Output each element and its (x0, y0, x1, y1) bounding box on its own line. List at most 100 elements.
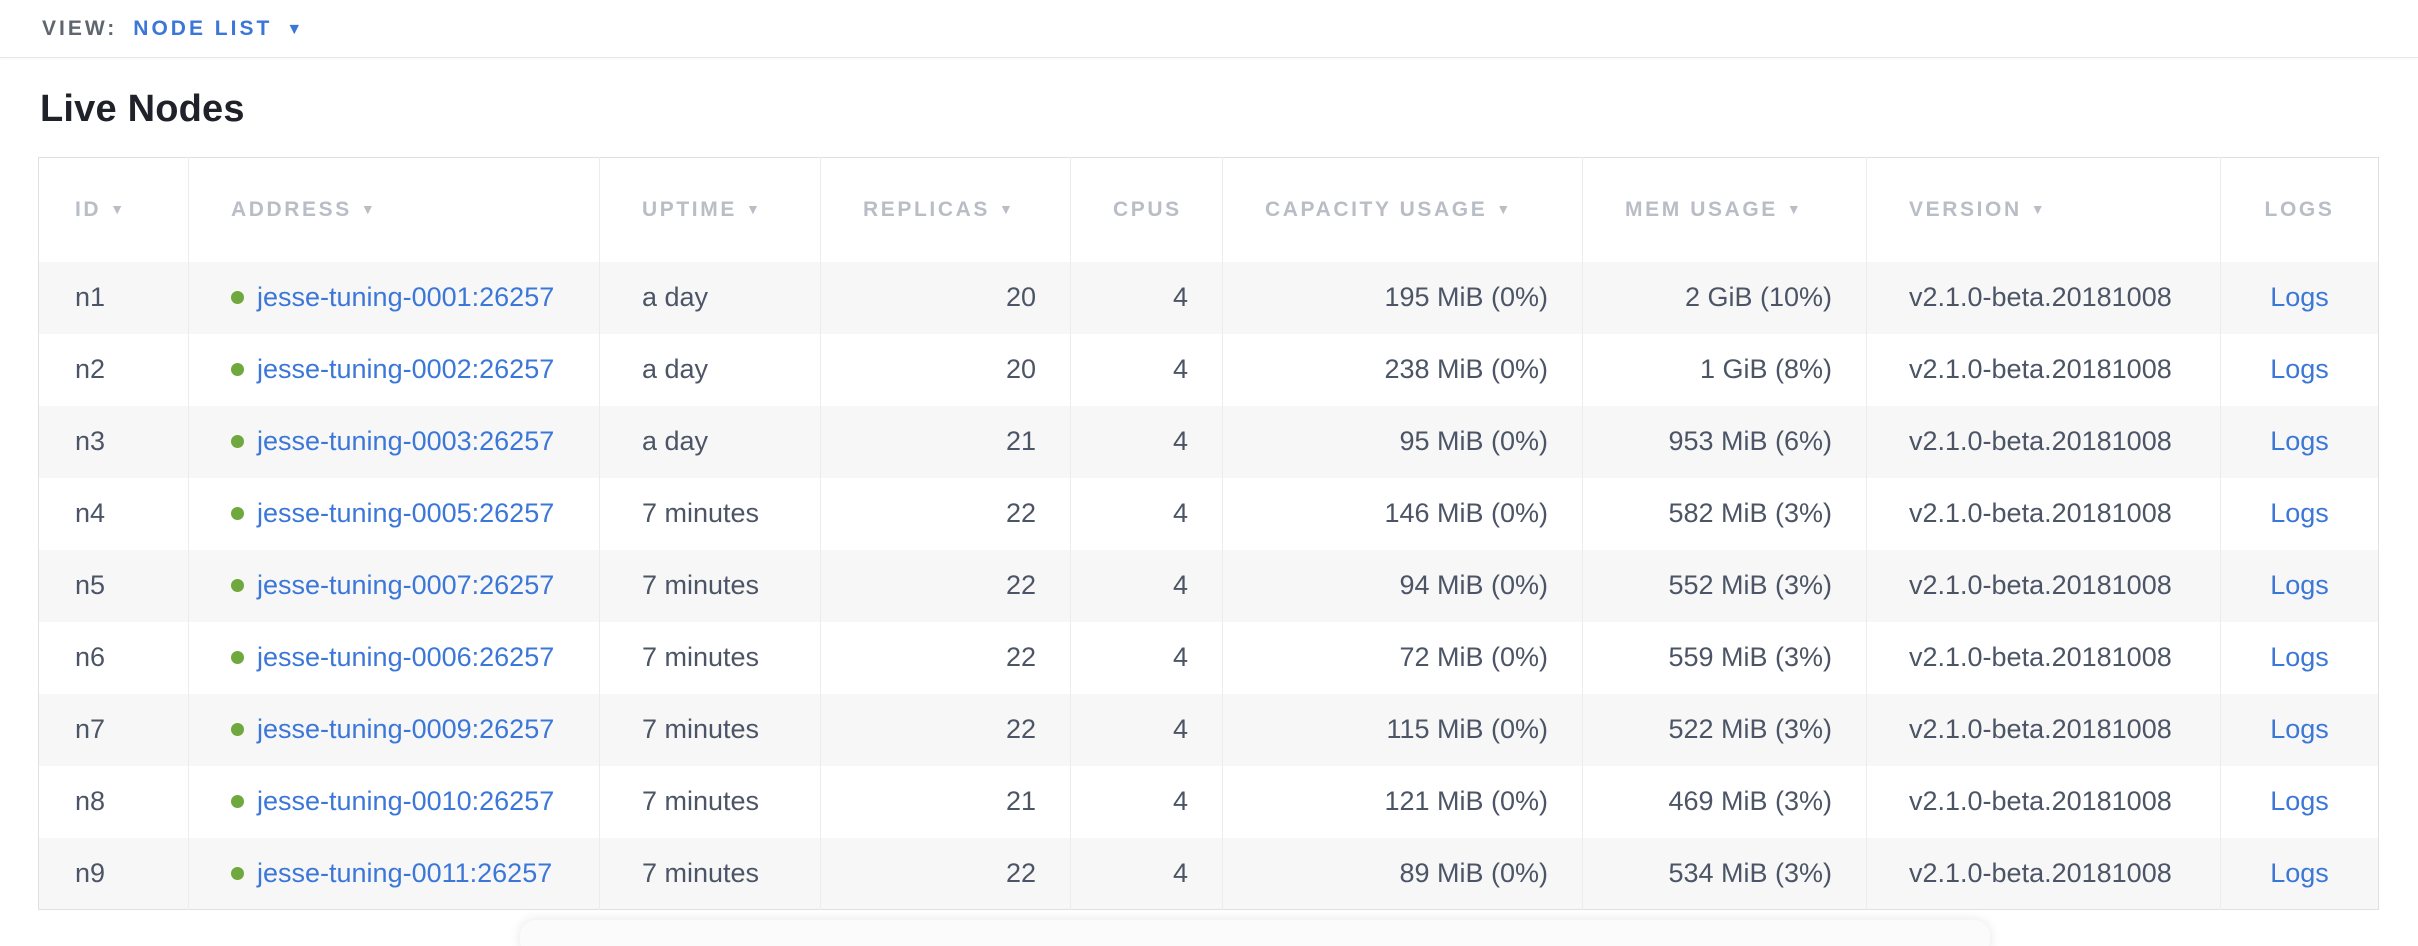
node-version-cell: v2.1.0-beta.20181008 (1866, 261, 2221, 334)
node-mem-usage-cell: 534 MiB (3%) (1582, 837, 1867, 910)
node-status-icon (231, 579, 244, 592)
column-header-replicas[interactable]: REPLICAS ▼ (820, 157, 1071, 262)
node-address-link[interactable]: jesse-tuning-0007:26257 (257, 570, 555, 600)
node-uptime-cell: a day (599, 333, 821, 406)
node-logs-cell: Logs (2220, 621, 2379, 694)
node-id-cell: n2 (75, 354, 106, 384)
selected-view-label: NODE LIST (133, 16, 273, 40)
column-header-mem-usage[interactable]: MEM USAGE ▼ (1582, 157, 1867, 262)
node-version-cell: v2.1.0-beta.20181008 (1866, 333, 2221, 406)
node-logs-link[interactable]: Logs (2270, 498, 2329, 528)
node-capacity-usage-cell: 94 MiB (0%) (1222, 549, 1583, 622)
node-replicas-cell: 20 (820, 333, 1071, 406)
node-cpus-cell: 4 (1070, 837, 1223, 910)
node-address-link[interactable]: jesse-tuning-0006:26257 (257, 642, 555, 672)
column-header-id[interactable]: ID ▼ (38, 157, 189, 262)
table-row: n3 jesse-tuning-0003:26257 a day 21 4 95… (38, 405, 2379, 478)
sort-desc-icon: ▼ (745, 200, 763, 217)
node-address-cell: jesse-tuning-0007:26257 (188, 549, 600, 622)
table-row: n7 jesse-tuning-0009:26257 7 minutes 22 … (38, 693, 2379, 766)
node-address-link[interactable]: jesse-tuning-0011:26257 (257, 857, 553, 888)
node-address-link[interactable]: jesse-tuning-0002:26257 (257, 354, 555, 384)
view-selector-dropdown[interactable]: NODE LIST ▼ (133, 17, 302, 41)
table-row: n9 jesse-tuning-0011:26257 7 minutes 22 … (38, 837, 2379, 910)
node-uptime-cell: 7 minutes (599, 477, 821, 550)
node-address-cell: jesse-tuning-0001:26257 (188, 261, 600, 334)
node-address-cell: jesse-tuning-0009:26257 (188, 693, 600, 766)
node-logs-link[interactable]: Logs (2270, 786, 2329, 816)
node-address-link[interactable]: jesse-tuning-0001:26257 (257, 282, 555, 312)
table-row: n4 jesse-tuning-0005:26257 7 minutes 22 … (38, 477, 2379, 550)
node-logs-link[interactable]: Logs (2270, 426, 2329, 456)
sort-desc-icon: ▼ (998, 200, 1016, 217)
node-mem-usage-cell: 1 GiB (8%) (1582, 333, 1867, 406)
node-version-cell: v2.1.0-beta.20181008 (1866, 405, 2221, 478)
node-id-cell: n1 (75, 282, 106, 312)
node-status-icon (231, 435, 244, 448)
node-uptime-cell: a day (599, 405, 821, 478)
node-status-icon (231, 651, 244, 664)
node-uptime-cell: 7 minutes (599, 621, 821, 694)
node-logs-cell: Logs (2220, 333, 2379, 406)
node-capacity-usage-cell: 115 MiB (0%) (1222, 693, 1583, 766)
node-uptime-cell: 7 minutes (599, 765, 821, 838)
node-uptime-cell: 7 minutes (599, 837, 821, 910)
live-nodes-table-wrap: ID ▼ ADDRESS ▼ UPTIME ▼ REPLICAS ▼ CPUS CAPA… (0, 157, 2418, 910)
table-row: n1 jesse-tuning-0001:26257 a day 20 4 19… (38, 261, 2379, 334)
node-logs-link[interactable]: Logs (2270, 714, 2329, 744)
node-logs-cell: Logs (2220, 405, 2379, 478)
node-cpus-cell: 4 (1070, 477, 1223, 550)
column-header-version[interactable]: VERSION ▼ (1866, 157, 2221, 262)
node-cpus-cell: 4 (1070, 405, 1223, 478)
node-address-cell: jesse-tuning-0006:26257 (188, 621, 600, 694)
node-version-cell: v2.1.0-beta.20181008 (1866, 765, 2221, 838)
node-address-link[interactable]: jesse-tuning-0010:26257 (257, 786, 555, 816)
node-logs-link[interactable]: Logs (2270, 570, 2329, 600)
node-logs-link[interactable]: Logs (2270, 642, 2329, 672)
sort-desc-icon: ▼ (1496, 200, 1513, 217)
node-id-cell: n7 (75, 714, 106, 744)
node-replicas-cell: 22 (820, 693, 1071, 766)
column-header-capacity-usage[interactable]: CAPACITY USAGE ▼ (1222, 157, 1583, 262)
node-status-icon (231, 723, 244, 736)
node-status-icon (231, 363, 244, 376)
node-capacity-usage-cell: 121 MiB (0%) (1222, 765, 1583, 838)
node-cpus-cell: 4 (1070, 621, 1223, 694)
node-uptime-cell: a day (599, 261, 821, 334)
table-row: n2 jesse-tuning-0002:26257 a day 20 4 23… (38, 333, 2379, 406)
node-address-cell: jesse-tuning-0003:26257 (188, 405, 600, 478)
node-address-cell: jesse-tuning-0005:26257 (188, 477, 600, 550)
column-header-address[interactable]: ADDRESS ▼ (188, 157, 600, 262)
node-logs-cell: Logs (2220, 477, 2379, 550)
node-logs-cell: Logs (2220, 549, 2379, 622)
node-id-cell: n6 (75, 642, 106, 672)
node-uptime-cell: 7 minutes (599, 549, 821, 622)
node-mem-usage-cell: 559 MiB (3%) (1582, 621, 1867, 694)
view-bar: VIEW: NODE LIST ▼ (0, 0, 2418, 58)
node-address-link[interactable]: jesse-tuning-0005:26257 (257, 498, 555, 528)
column-header-uptime[interactable]: UPTIME ▼ (599, 157, 821, 262)
node-logs-link[interactable]: Logs (2270, 282, 2329, 312)
sort-desc-icon: ▼ (110, 200, 127, 217)
node-capacity-usage-cell: 238 MiB (0%) (1222, 333, 1583, 406)
node-id-cell: n4 (75, 498, 106, 528)
node-mem-usage-cell: 2 GiB (10%) (1582, 261, 1867, 334)
node-replicas-cell: 22 (820, 477, 1071, 550)
node-address-link[interactable]: jesse-tuning-0003:26257 (257, 426, 555, 456)
column-header-cpus: CPUS (1070, 157, 1223, 262)
table-row: n6 jesse-tuning-0006:26257 7 minutes 22 … (38, 621, 2379, 694)
node-cpus-cell: 4 (1070, 765, 1223, 838)
bottom-panel-shadow (520, 920, 1990, 946)
node-replicas-cell: 22 (820, 837, 1071, 910)
node-logs-link[interactable]: Logs (2270, 857, 2329, 888)
table-header-row: ID ▼ ADDRESS ▼ UPTIME ▼ REPLICAS ▼ CPUS CAPA… (38, 157, 2379, 262)
node-logs-cell: Logs (2220, 765, 2379, 838)
node-address-cell: jesse-tuning-0011:26257 (188, 837, 600, 910)
node-mem-usage-cell: 582 MiB (3%) (1582, 477, 1867, 550)
node-cpus-cell: 4 (1070, 549, 1223, 622)
node-cpus-cell: 4 (1070, 693, 1223, 766)
node-uptime-cell: 7 minutes (599, 693, 821, 766)
node-logs-link[interactable]: Logs (2270, 354, 2329, 384)
node-address-link[interactable]: jesse-tuning-0009:26257 (257, 714, 555, 744)
node-replicas-cell: 20 (820, 261, 1071, 334)
